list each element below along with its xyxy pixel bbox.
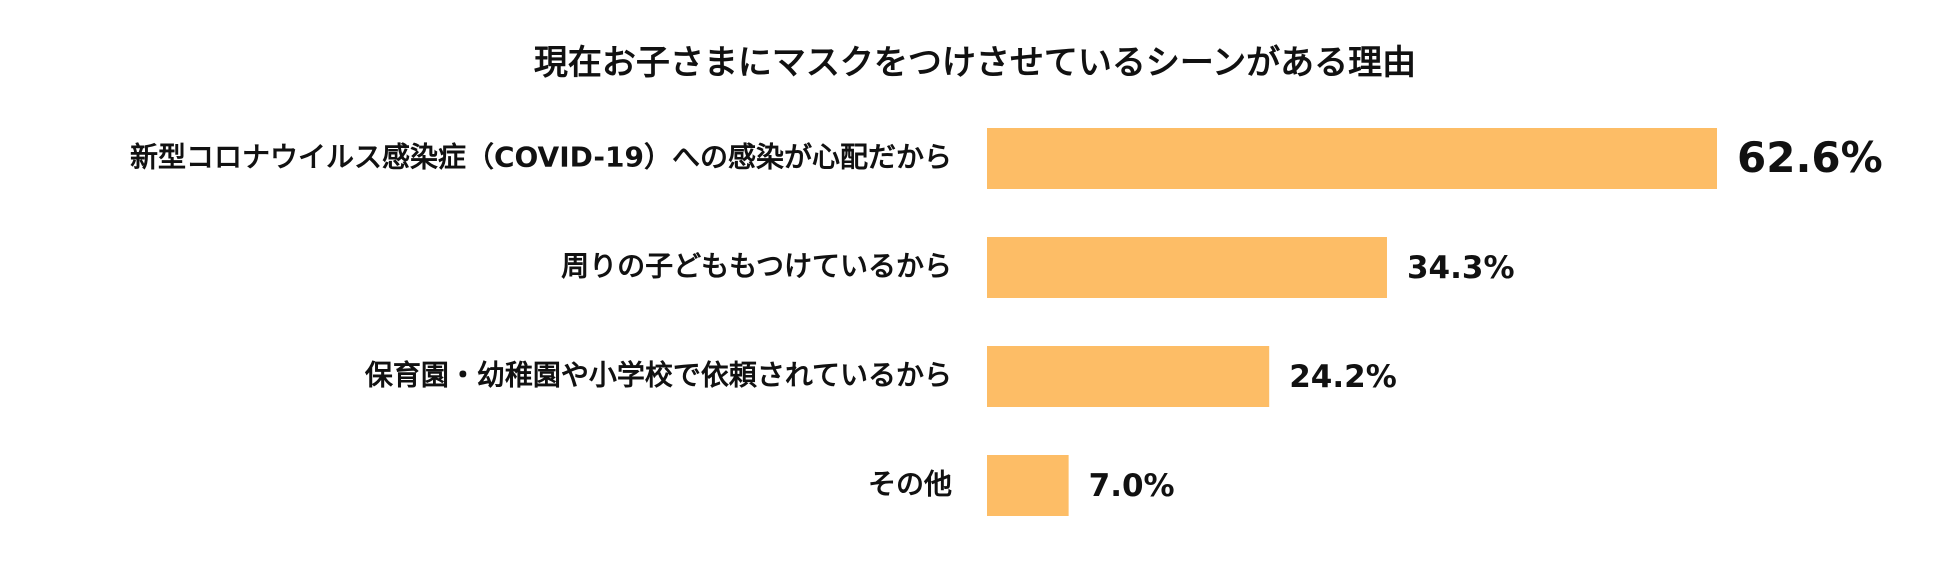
value-label: 24.2% — [1289, 359, 1397, 395]
category-label: 周りの子どももつけているから — [561, 250, 952, 283]
category-label: 新型コロナウイルス感染症（COVID-19）への感染が心配だから — [130, 141, 952, 174]
category-label: 保育園・幼稚園や小学校で依頼されているから — [365, 359, 952, 392]
chart-title: 現在お子さまにマスクをつけさせているシーンがある理由 — [534, 43, 1416, 83]
bar — [987, 237, 1387, 298]
value-label: 62.6% — [1737, 133, 1883, 182]
bar — [987, 346, 1270, 407]
bar — [987, 455, 1069, 516]
bar — [987, 128, 1717, 189]
value-label: 7.0% — [1089, 468, 1175, 504]
category-label: その他 — [868, 468, 952, 501]
bars-layer: 新型コロナウイルス感染症（COVID-19）への感染が心配だから 62.6% 周りの… — [130, 128, 1883, 516]
value-label: 34.3% — [1407, 250, 1515, 286]
